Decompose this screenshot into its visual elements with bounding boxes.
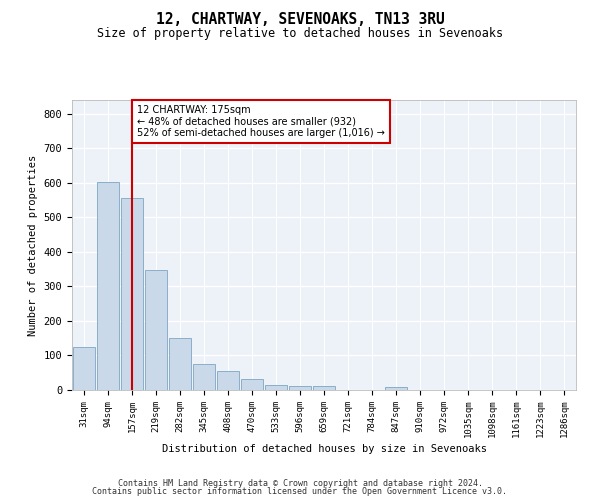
Bar: [241, 378, 263, 390]
Y-axis label: Number of detached properties: Number of detached properties: [28, 154, 38, 336]
Bar: [73, 347, 95, 390]
Text: Contains public sector information licensed under the Open Government Licence v3: Contains public sector information licen…: [92, 487, 508, 496]
Text: Contains HM Land Registry data © Crown copyright and database right 2024.: Contains HM Land Registry data © Crown c…: [118, 478, 482, 488]
Bar: [217, 371, 239, 390]
Bar: [313, 386, 335, 390]
Bar: [169, 338, 191, 390]
Bar: [193, 364, 215, 390]
Bar: [121, 198, 143, 390]
Bar: [145, 270, 167, 390]
Text: 12, CHARTWAY, SEVENOAKS, TN13 3RU: 12, CHARTWAY, SEVENOAKS, TN13 3RU: [155, 12, 445, 28]
Text: Size of property relative to detached houses in Sevenoaks: Size of property relative to detached ho…: [97, 28, 503, 40]
Bar: [385, 387, 407, 390]
Text: 12 CHARTWAY: 175sqm
← 48% of detached houses are smaller (932)
52% of semi-detac: 12 CHARTWAY: 175sqm ← 48% of detached ho…: [137, 105, 385, 138]
Bar: [289, 386, 311, 390]
Bar: [97, 182, 119, 390]
X-axis label: Distribution of detached houses by size in Sevenoaks: Distribution of detached houses by size …: [161, 444, 487, 454]
Bar: [265, 385, 287, 390]
